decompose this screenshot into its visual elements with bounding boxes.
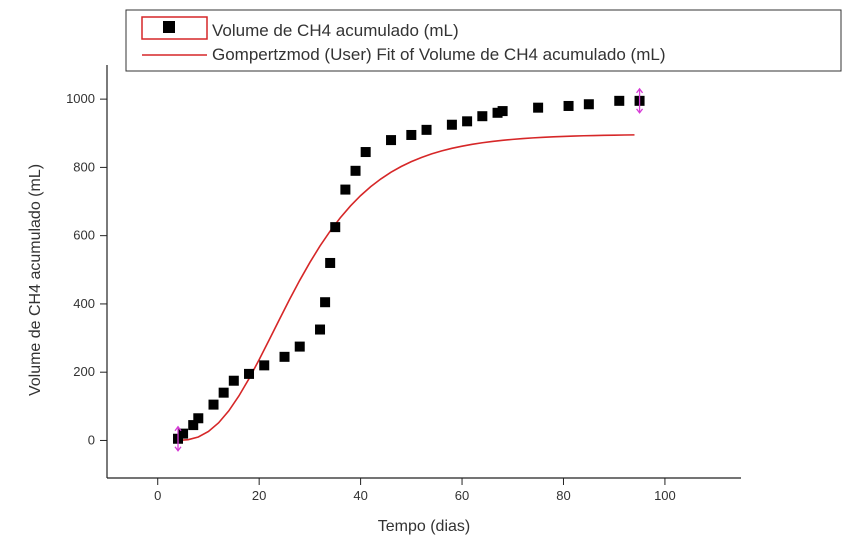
y-axis-tick-label: 0 [88,432,95,447]
error-bar-bottom-cap [174,446,182,452]
y-axis-tick-label: 800 [73,159,95,174]
y-axis-tick-label: 400 [73,296,95,311]
error-bar-top-cap [174,425,182,432]
data-point [178,428,189,439]
data-point [208,399,219,410]
data-point [614,95,625,106]
series-fit-line [177,134,635,442]
data-point [294,341,305,352]
data-point [325,257,336,268]
data-point [421,124,432,135]
data-point [259,360,270,371]
data-point [492,107,503,118]
data-point [360,147,371,158]
data-point [315,324,326,335]
legend-scatter-marker [163,21,175,33]
fit-layer [177,134,635,442]
ticks [100,98,666,485]
x-axis-tick-label: 40 [353,488,367,503]
data-point [340,184,351,195]
data-point [330,222,341,233]
data-point [446,119,457,130]
data-point [406,129,417,140]
legend-label-scatter: Volume de CH4 acumulado (mL) [212,21,459,40]
error-bar-top-cap [636,87,644,94]
data-point [188,420,199,431]
y-axis-tick-label: 1000 [66,91,95,106]
y-axis-tick-label: 600 [73,228,95,243]
data-point [193,413,204,424]
legend-box [125,9,842,72]
data-point [279,351,290,362]
data-point [563,100,574,111]
x-axis-tick-label: 100 [654,488,676,503]
x-axis-tick-label: 0 [154,488,161,503]
error-marker-layer [174,87,644,452]
legend-marker-box [141,16,208,40]
y-axis-tick-label: 200 [73,364,95,379]
x-axis-label: Tempo (dias) [378,518,470,535]
data-point [228,375,239,386]
data-point [218,387,229,398]
x-axis-tick-label: 80 [556,488,570,503]
data-point [386,135,397,146]
y-axis-label: Volume de CH4 acumulado (mL) [27,164,44,396]
data-point [497,106,508,117]
data-point [462,116,473,127]
legend-label-fit: Gompertzmod (User) Fit of Volume de CH4 … [212,45,666,64]
x-axis-tick-label: 60 [455,488,469,503]
x-axis-tick-label: 20 [252,488,266,503]
axes [106,65,741,479]
data-point [533,102,544,113]
error-bar-bottom-cap [636,108,644,114]
data-point [244,368,255,379]
data-point [477,111,488,122]
data-point [320,297,331,308]
data-point [350,165,361,176]
points-layer [173,95,645,444]
legend: Volume de CH4 acumulado (mL) Gompertzmod… [125,9,842,72]
data-point [583,99,594,110]
